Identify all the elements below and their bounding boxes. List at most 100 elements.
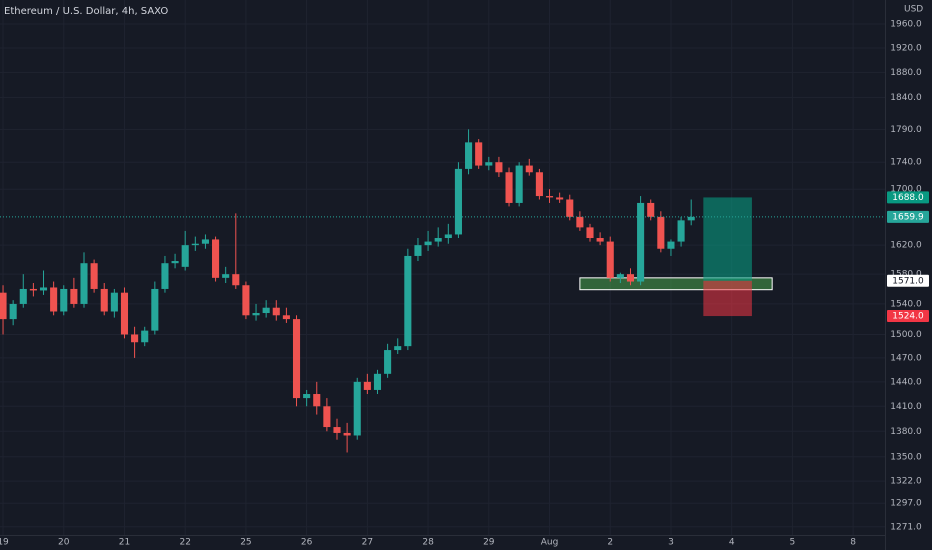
candle-body: [637, 202, 645, 282]
price-label-bg: [887, 274, 929, 287]
candle-body: [384, 350, 392, 374]
candle-body: [616, 274, 624, 278]
target-zone: [703, 197, 752, 281]
y-tick-label: 1960.0: [890, 20, 922, 30]
price-label: 1659.9: [892, 212, 924, 222]
candle-body: [191, 243, 199, 246]
candle-body: [282, 315, 290, 320]
candle-body: [667, 241, 675, 249]
x-tick-label: 20: [58, 538, 70, 548]
y-tick-label: 1790.0: [890, 125, 922, 135]
candle-body: [556, 197, 564, 200]
candle-body: [444, 234, 452, 239]
y-tick-label: 1410.0: [890, 402, 922, 412]
y-tick-label: 1271.0: [890, 522, 922, 532]
y-tick-label: 1700.0: [890, 185, 922, 195]
candle-body: [232, 274, 240, 286]
candle-body: [404, 255, 412, 347]
y-tick-label: 1380.0: [890, 427, 922, 437]
y-tick-label: 1880.0: [890, 68, 922, 78]
candle-body: [39, 287, 48, 291]
axis-labels: 1271.0 1297.0 1322.0 1350.0 1380.0 1410.0 1440…: [0, 20, 929, 548]
price-label-bg: [887, 191, 929, 204]
candle-body: [626, 274, 635, 282]
x-tick-label: 19: [0, 538, 9, 548]
candle-body: [9, 303, 17, 320]
candle-body: [212, 239, 220, 278]
candle-body: [657, 216, 665, 249]
candle-body: [0, 292, 7, 320]
candle-body: [414, 245, 422, 256]
candle-body: [535, 172, 543, 197]
y-tick-label: 1470.0: [890, 353, 922, 363]
x-tick-label: 3: [668, 538, 674, 548]
x-tick-label: 27: [362, 538, 373, 548]
stop-zone: [703, 280, 752, 317]
x-tick-label: 4: [729, 538, 735, 548]
candle-body: [687, 216, 695, 221]
x-tick-label: 25: [240, 538, 251, 548]
axis-label: USD: [904, 5, 923, 15]
y-tick-label: 1500.0: [890, 330, 922, 340]
candle-body: [505, 172, 513, 203]
y-tick-label: 1620.0: [890, 241, 922, 251]
candle-body: [333, 427, 341, 433]
y-tick-label: 1840.0: [890, 93, 922, 103]
candle-body: [303, 394, 311, 399]
x-tick-label: 26: [301, 538, 313, 548]
candle-body: [495, 162, 503, 173]
x-tick-label: 21: [119, 538, 130, 548]
candle-body: [50, 287, 58, 312]
price-label: 1571.0: [892, 276, 924, 286]
candle-body: [181, 245, 189, 267]
candle-body: [29, 288, 37, 291]
y-tick-label: 1350.0: [890, 452, 922, 462]
y-tick-label: 1740.0: [890, 158, 922, 168]
candle-body: [515, 165, 523, 203]
candle-body: [606, 241, 614, 278]
candle-body: [677, 220, 685, 242]
candle-body: [454, 168, 462, 235]
candle-body: [475, 142, 483, 166]
x-tick-label: 5: [790, 538, 796, 548]
price-label: 1688.0: [892, 193, 924, 203]
candle-body: [141, 330, 149, 343]
candle-body: [201, 239, 209, 244]
candle-body: [292, 319, 301, 399]
candle-body: [434, 238, 442, 242]
y-tick-label: 1540.0: [890, 299, 922, 309]
chart-title[interactable]: Ethereum / U.S. Dollar, 4h, SAXO: [4, 6, 168, 17]
candle-body: [100, 288, 108, 312]
candle-body: [222, 274, 230, 278]
candle-body: [242, 285, 250, 316]
y-tick-label: 1440.0: [890, 377, 922, 387]
candle-body: [323, 406, 331, 428]
candle-body: [566, 199, 574, 217]
y-tick-label: 1322.0: [890, 477, 922, 487]
candle-body: [394, 346, 402, 351]
zone-box: [579, 277, 773, 291]
candle-body: [252, 313, 260, 316]
plot: [0, 129, 885, 453]
candle-body: [343, 432, 351, 436]
candle-body: [373, 373, 382, 390]
candle-body: [19, 288, 27, 304]
candle-body: [353, 381, 361, 436]
candle-body: [60, 288, 68, 312]
candle-body: [131, 334, 139, 343]
candle-body: [647, 202, 655, 217]
candle-body: [424, 241, 432, 246]
candle-body: [110, 292, 118, 312]
price-label-bg: [887, 210, 929, 223]
candle-body: [525, 165, 533, 173]
candle-body: [465, 142, 473, 169]
candle-body: [161, 263, 169, 289]
candle-body: [90, 263, 98, 289]
y-tick-label: 1580.0: [890, 270, 922, 280]
x-tick-label: 29: [483, 538, 495, 548]
x-tick-label: 28: [422, 538, 434, 548]
candle-body: [80, 263, 88, 304]
x-tick-label: 8: [850, 538, 856, 548]
candle-body: [171, 261, 179, 264]
